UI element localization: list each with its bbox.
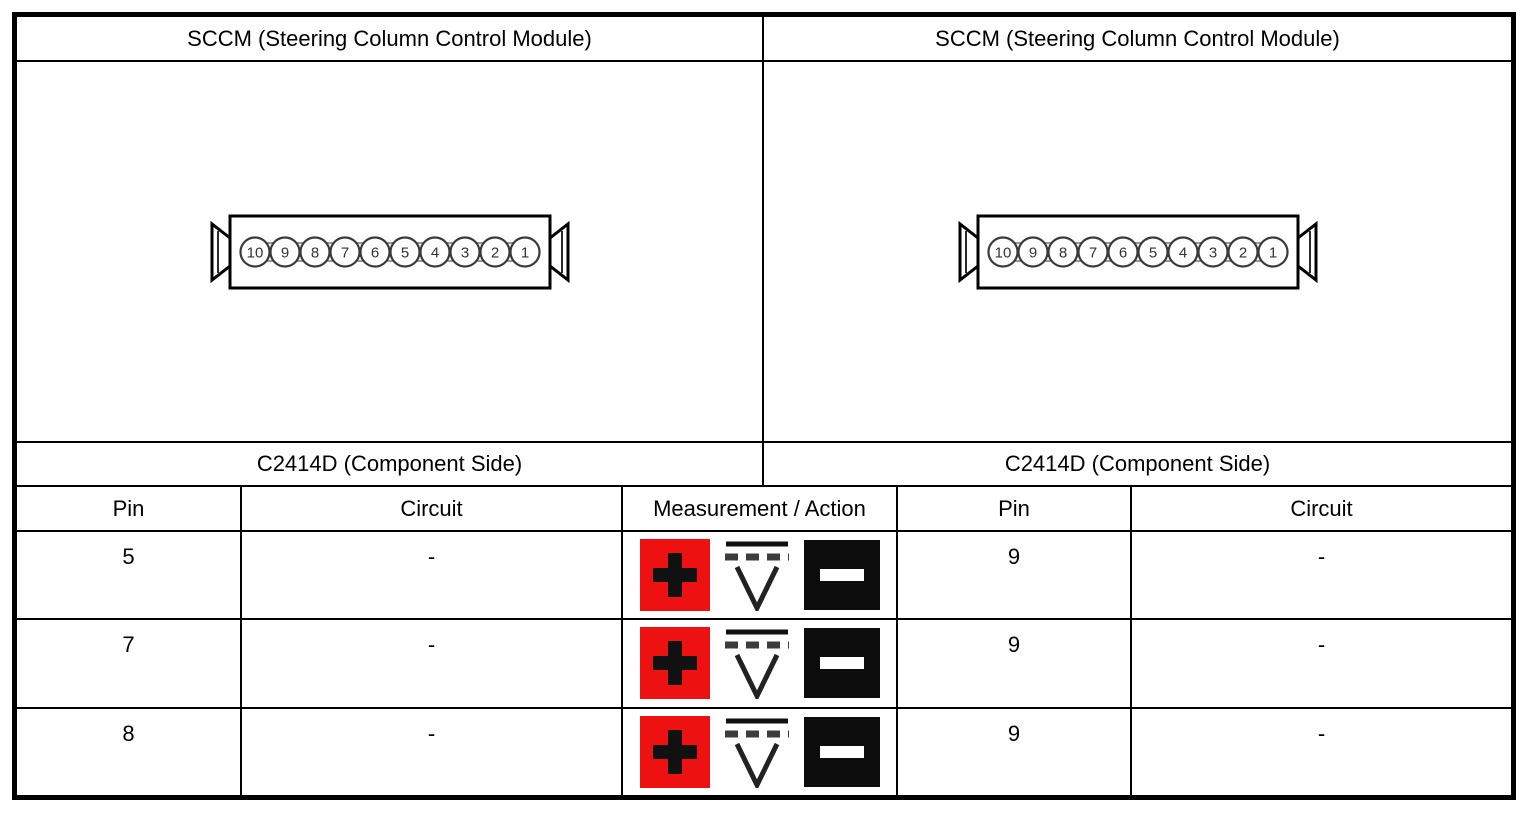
connector-label-row: C2414D (Component Side) C2414D (Componen…	[17, 443, 1511, 487]
connector-pin: 1	[1268, 244, 1276, 261]
connector-diagram-row: 10 9 8 7 6 5 4 3 2 1	[17, 62, 1511, 443]
connector-pin: 10	[246, 244, 263, 261]
col-header-circuit-right: Circuit	[1132, 487, 1511, 530]
connector-wing-left	[958, 220, 979, 283]
table-row: 5 - 9 -	[17, 532, 1511, 621]
negative-probe-icon	[803, 716, 880, 787]
connector-wing-right	[548, 220, 569, 283]
pin-cell-left: 5	[17, 532, 242, 619]
positive-probe-icon	[639, 627, 710, 700]
measurement-icon-group	[639, 715, 880, 788]
connector-pin: 2	[1238, 244, 1246, 261]
module-title-row: SCCM (Steering Column Control Module) SC…	[17, 17, 1511, 62]
connector-pin: 8	[1058, 244, 1066, 261]
negative-probe-icon	[803, 540, 880, 611]
measurement-icon-group	[639, 627, 880, 700]
table-row: 8 - 9 -	[17, 708, 1511, 795]
connector-label-left: C2414D (Component Side)	[256, 451, 523, 476]
connector-diagram-left: 10 9 8 7 6 5 4 3 2 1	[210, 214, 569, 289]
connector-pin: 3	[1208, 244, 1216, 261]
measurement-cell	[623, 708, 898, 795]
pinout-sheet: SCCM (Steering Column Control Module) SC…	[12, 12, 1516, 800]
connector-wing-right	[1296, 220, 1317, 283]
circuit-cell-left: -	[242, 708, 623, 795]
connector-pin: 4	[1178, 244, 1186, 261]
pin-cell-right: 9	[898, 708, 1132, 795]
connector-pin: 7	[340, 244, 348, 261]
measurement-cell	[623, 532, 898, 619]
connector-pin: 6	[370, 244, 378, 261]
pin-cell-left: 7	[17, 620, 242, 707]
col-header-circuit-left: Circuit	[242, 487, 623, 530]
connector-diagram-cell-right: 10 9 8 7 6 5 4 3 2 1	[764, 62, 1511, 441]
connector-pin: 9	[280, 244, 288, 261]
connector-diagram-right: 10 9 8 7 6 5 4 3 2 1	[958, 214, 1317, 289]
measurement-icon-group	[639, 539, 880, 612]
connector-pin: 6	[1118, 244, 1126, 261]
dc-voltage-meter-icon	[724, 718, 789, 788]
pin-numbers: 10 9 8 7 6 5 4 3 2 1	[994, 244, 1277, 261]
measurement-cell	[623, 620, 898, 707]
connector-pin: 7	[1088, 244, 1096, 261]
circuit-cell-right: -	[1132, 708, 1511, 795]
circuit-cell-right: -	[1132, 532, 1511, 619]
col-header-measurement: Measurement / Action	[623, 487, 898, 530]
connector-diagram-cell-left: 10 9 8 7 6 5 4 3 2 1	[17, 62, 764, 441]
dc-voltage-meter-icon	[724, 541, 789, 612]
table-header-row: Pin Circuit Measurement / Action Pin Cir…	[17, 487, 1511, 532]
connector-pin: 5	[1148, 244, 1156, 261]
connector-pin: 9	[1028, 244, 1036, 261]
circuit-cell-left: -	[242, 620, 623, 707]
pin-circles	[986, 235, 1289, 268]
connector-pin: 10	[994, 244, 1011, 261]
pin-cell-right: 9	[898, 620, 1132, 707]
pin-cell-right: 9	[898, 532, 1132, 619]
table-row: 7 - 9 -	[17, 620, 1511, 709]
circuit-cell-left: -	[242, 532, 623, 619]
connector-pin: 4	[430, 244, 438, 261]
connector-pin: 5	[400, 244, 408, 261]
col-header-pin-left: Pin	[17, 487, 242, 530]
connector-pin: 1	[520, 244, 528, 261]
pin-numbers: 10 9 8 7 6 5 4 3 2 1	[246, 244, 529, 261]
connector-pin: 2	[490, 244, 498, 261]
positive-probe-icon	[639, 715, 710, 788]
negative-probe-icon	[803, 628, 880, 699]
dc-voltage-meter-icon	[724, 629, 789, 700]
connector-label-cell-left: C2414D (Component Side)	[17, 443, 764, 485]
pin-cell-left: 8	[17, 708, 242, 795]
module-title-cell-right: SCCM (Steering Column Control Module)	[764, 17, 1511, 60]
positive-probe-icon	[639, 539, 710, 612]
connector-label-cell-right: C2414D (Component Side)	[764, 443, 1511, 485]
connector-wing-left	[210, 220, 231, 283]
connector-pin: 3	[460, 244, 468, 261]
pin-circles	[238, 235, 541, 268]
connector-label-right: C2414D (Component Side)	[1004, 451, 1271, 476]
module-title-right: SCCM (Steering Column Control Module)	[935, 25, 1340, 51]
connector-pin: 8	[310, 244, 318, 261]
circuit-cell-right: -	[1132, 620, 1511, 707]
module-title-left: SCCM (Steering Column Control Module)	[187, 25, 592, 51]
col-header-pin-right: Pin	[898, 487, 1132, 530]
module-title-cell-left: SCCM (Steering Column Control Module)	[17, 17, 764, 60]
